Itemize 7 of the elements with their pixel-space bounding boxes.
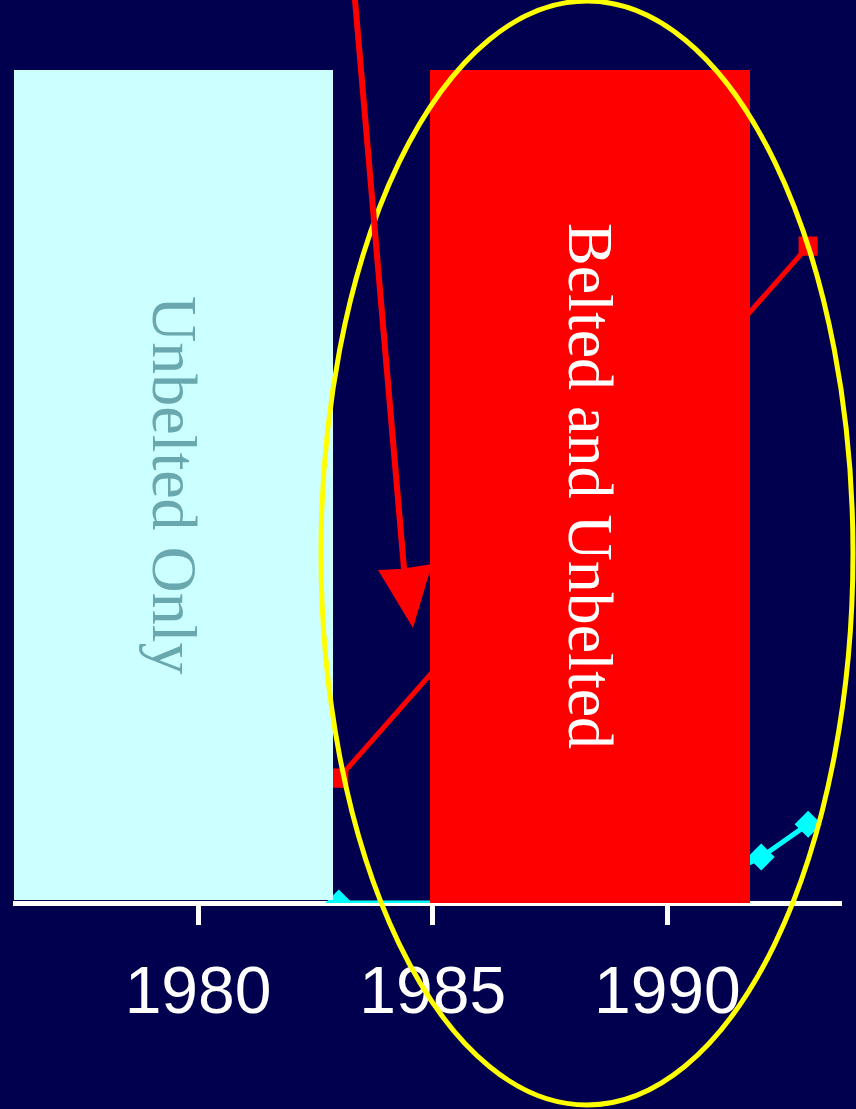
- label-panel: Unbelted Only: [14, 70, 333, 900]
- label-panel: Belted and Unbelted: [430, 70, 750, 903]
- x-tick-label: 1990: [593, 952, 741, 1027]
- annotation: Belted and Unbelted: [554, 223, 627, 750]
- annotation: Unbelted Only: [137, 295, 211, 675]
- x-tick-label: 1980: [124, 952, 272, 1027]
- point: [748, 844, 774, 870]
